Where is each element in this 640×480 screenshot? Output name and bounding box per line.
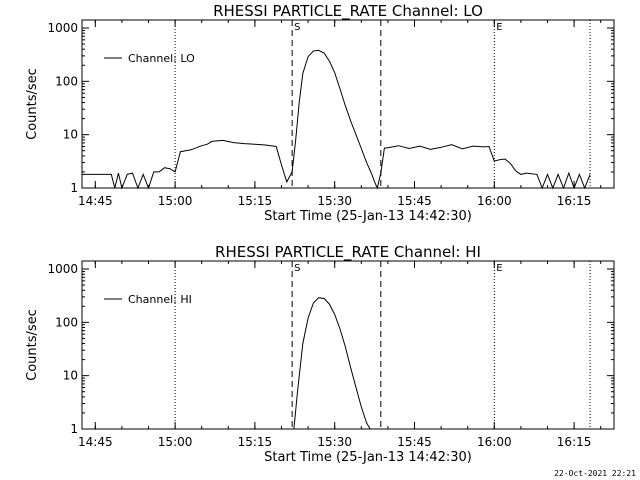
y-tick-label: 100 xyxy=(55,74,78,88)
y-tick-label: 100 xyxy=(55,315,78,329)
chart-title: RHESSI PARTICLE_RATE Channel: LO xyxy=(213,2,483,21)
x-tick-label: 14:45 xyxy=(78,435,113,449)
x-tick-label: 15:00 xyxy=(158,435,193,449)
timestamp-stamp: 22-Oct-2021 22:21 xyxy=(554,469,636,478)
chart-title: RHESSI PARTICLE_RATE Channel: HI xyxy=(215,243,481,262)
x-tick-label: 15:45 xyxy=(397,194,432,208)
x-tick-label: 15:00 xyxy=(158,194,193,208)
marker-label: E xyxy=(496,263,502,274)
x-axis-label: Start Time (25-Jan-13 14:42:30) xyxy=(264,450,472,465)
marker-label: S xyxy=(294,22,300,33)
y-tick-label: 10 xyxy=(63,369,78,383)
x-tick-label: 15:15 xyxy=(238,194,273,208)
y-tick-label: 10 xyxy=(63,128,78,142)
y-tick-label: 1000 xyxy=(47,262,78,276)
plot-frame xyxy=(81,19,615,189)
y-tick-label: 1 xyxy=(70,181,78,195)
y-axis-label: Counts/sec xyxy=(25,309,40,381)
x-tick-label: 14:45 xyxy=(78,194,113,208)
x-tick-label: 16:00 xyxy=(477,435,512,449)
marker-label: E xyxy=(496,22,502,33)
y-tick-label: 1000 xyxy=(47,21,78,35)
marker-label: S xyxy=(294,263,300,274)
x-tick-label: 15:15 xyxy=(238,435,273,449)
x-tick-label: 16:15 xyxy=(557,435,592,449)
legend-label: Channel: LO xyxy=(128,52,195,65)
plot-frame xyxy=(81,260,615,430)
y-axis-label: Counts/sec xyxy=(25,68,40,140)
y-tick-label: 1 xyxy=(70,422,78,436)
chart-panel-1: RHESSI PARTICLE_RATE Channel: LO 1 10 100 10… xyxy=(25,2,615,224)
x-tick-label: 15:30 xyxy=(317,194,352,208)
x-tick-label: 16:00 xyxy=(477,194,512,208)
legend-label: Channel: HI xyxy=(128,293,192,306)
series-line xyxy=(82,49,591,190)
x-tick-label: 16:15 xyxy=(557,194,592,208)
chart-panel-2: RHESSI PARTICLE_RATE Channel: HI 1 10 100 10… xyxy=(25,243,615,465)
x-tick-label: 15:45 xyxy=(397,435,432,449)
x-axis-label: Start Time (25-Jan-13 14:42:30) xyxy=(264,209,472,224)
series-line xyxy=(293,297,371,430)
x-tick-label: 15:30 xyxy=(317,435,352,449)
